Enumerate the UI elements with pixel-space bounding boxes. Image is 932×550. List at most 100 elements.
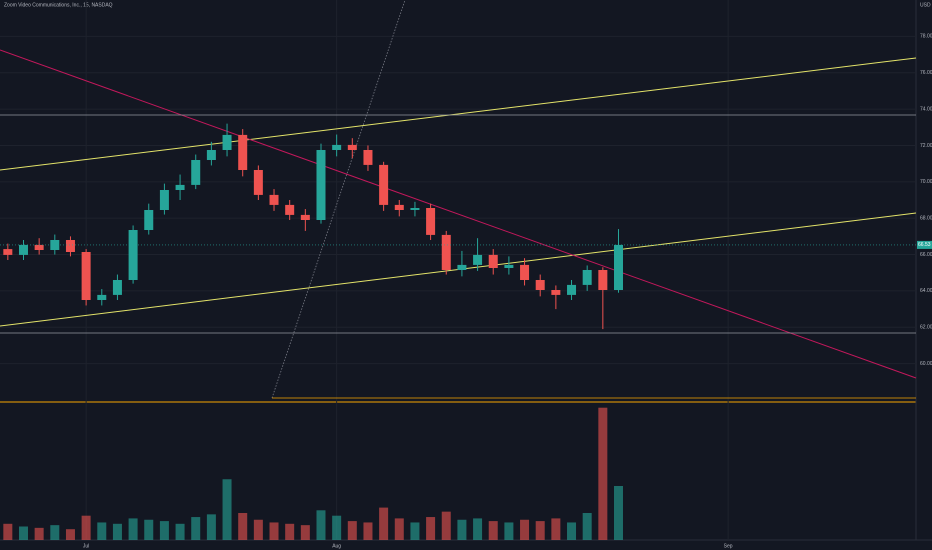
volume-bar: [473, 518, 483, 540]
candle-body: [613, 244, 623, 290]
volume-bar: [238, 513, 248, 540]
volume-bar: [504, 522, 514, 540]
candle-body: [316, 150, 326, 220]
candle-body: [34, 244, 44, 250]
x-tick-label: Sep: [724, 543, 733, 549]
volume-bar: [332, 515, 342, 540]
volume-bar: [222, 479, 232, 540]
y-tick-label: 66.00: [920, 252, 932, 258]
volume-bar: [206, 514, 216, 540]
chart-title: Zoom Video Communications, Inc., 15, NAS…: [4, 2, 113, 8]
volume-bar: [613, 486, 623, 540]
candle-body: [253, 170, 263, 195]
y-tick-label: 60.00: [920, 361, 932, 367]
volume-bar: [175, 523, 185, 540]
volume-bar: [81, 515, 91, 540]
volume-bar: [347, 521, 357, 540]
candle-body: [285, 204, 295, 215]
candle-body: [441, 234, 451, 270]
volume-bar: [598, 407, 608, 540]
candle-body: [65, 240, 75, 252]
volume-bar: [363, 522, 373, 540]
volume-bar: [253, 519, 263, 540]
y-tick-label: 72.00: [920, 143, 932, 149]
candle-body: [332, 144, 342, 150]
volume-bar: [34, 527, 44, 540]
candle-body: [410, 208, 420, 210]
volume-bar: [191, 517, 201, 540]
volume-bar: [520, 519, 530, 540]
candle-body: [112, 280, 122, 295]
volume-bar: [97, 522, 107, 540]
volume-bar: [426, 517, 436, 540]
volume-bar: [144, 519, 154, 540]
y-tick-label: 76.00: [920, 70, 932, 76]
volume-bar: [379, 507, 389, 540]
candle-body: [520, 264, 530, 280]
candle-body: [567, 284, 577, 295]
volume-bar: [300, 525, 310, 540]
candle-body: [222, 134, 232, 150]
trend-line: [0, 49, 917, 379]
volume-bar: [65, 529, 75, 540]
y-tick-label: 74.00: [920, 106, 932, 112]
x-tick-label: Jul: [83, 543, 89, 549]
candle-body: [457, 264, 467, 270]
volume-bar: [285, 523, 295, 540]
candle-body: [206, 150, 216, 160]
currency-label: USD: [920, 2, 931, 8]
volume-bar: [410, 522, 420, 540]
volume-bar: [3, 523, 13, 540]
volume-bar: [50, 525, 60, 540]
candle-body: [394, 204, 404, 210]
candle-body: [191, 160, 201, 185]
candle-body: [379, 164, 389, 205]
candle-body: [473, 254, 483, 265]
candle-body: [347, 144, 357, 150]
y-tick-label: 64.00: [920, 288, 932, 294]
candle-body: [426, 208, 436, 235]
candle-body: [144, 210, 154, 230]
candle-body: [175, 184, 185, 190]
candle-body: [598, 270, 608, 290]
candle-body: [269, 194, 279, 205]
candle-body: [300, 214, 310, 220]
trend-line: [0, 57, 917, 171]
candle-body: [238, 134, 248, 170]
volume-bar: [535, 521, 545, 540]
candle-body: [81, 252, 91, 300]
candle-body: [363, 150, 373, 165]
volume-bar: [457, 519, 467, 540]
candle-body: [504, 264, 514, 268]
candle-body: [488, 254, 498, 268]
volume-bar: [567, 522, 577, 540]
candle-body: [97, 294, 107, 300]
volume-bar: [128, 518, 138, 540]
last-price-label: 66.53: [918, 242, 931, 248]
candle-body: [535, 280, 545, 290]
candle-body: [3, 249, 13, 255]
volume-bar: [394, 518, 404, 540]
y-tick-label: 70.00: [920, 179, 932, 185]
volume-bar: [488, 521, 498, 540]
volume-bar: [551, 518, 561, 540]
volume-bar: [316, 510, 326, 540]
y-tick-label: 62.00: [920, 325, 932, 331]
candle-body: [582, 270, 592, 285]
volume-bar: [441, 511, 451, 540]
volume-bar: [582, 513, 592, 540]
x-tick-label: Aug: [332, 543, 341, 549]
candle-body: [18, 244, 28, 255]
volume-bar: [112, 523, 122, 540]
volume-bar: [269, 522, 279, 540]
y-tick-label: 68.00: [920, 216, 932, 222]
y-tick-label: 78.00: [920, 34, 932, 40]
ray-line: [271, 0, 406, 399]
candle-body: [159, 190, 169, 210]
candle-body: [128, 230, 138, 280]
candle-body: [551, 290, 561, 295]
last-price-box: [917, 240, 932, 249]
volume-bar: [18, 526, 28, 540]
